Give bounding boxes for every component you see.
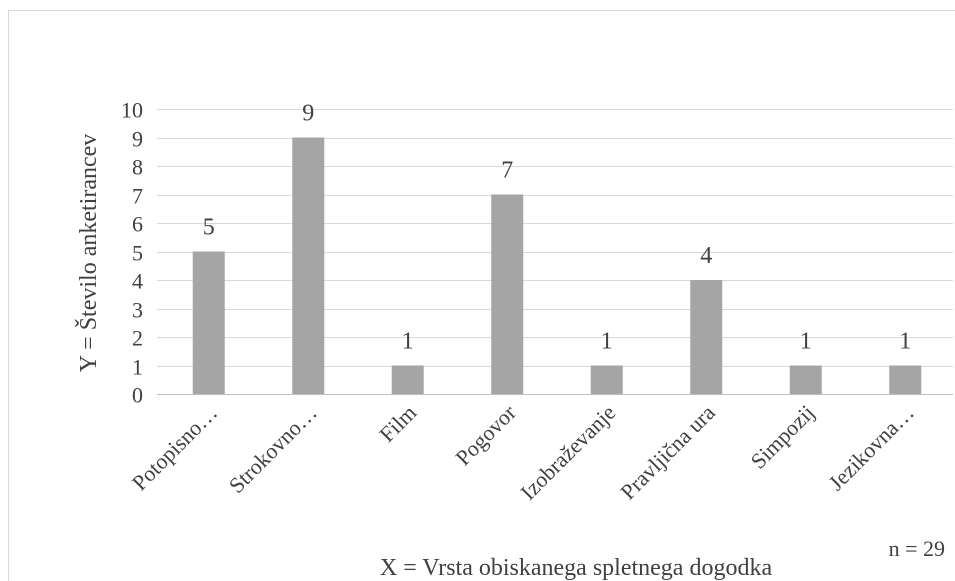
- gridlines: [157, 109, 953, 395]
- y-tick-label: 4: [132, 269, 143, 294]
- bar: [491, 194, 524, 394]
- bar: [889, 365, 922, 394]
- data-label: 7: [501, 158, 513, 184]
- data-label: 1: [402, 329, 414, 355]
- x-axis-title: X = Vrsta obiskanega spletnega dogodka: [380, 555, 773, 581]
- data-label: 5: [203, 215, 215, 241]
- bar: [789, 365, 822, 394]
- y-axis-title: Y = Število anketirancev: [75, 134, 102, 373]
- data-label: 4: [700, 243, 712, 269]
- bars: [192, 137, 922, 394]
- data-label: 1: [800, 329, 812, 355]
- bar: [690, 280, 723, 394]
- bar: [292, 137, 325, 394]
- y-tick-label: 5: [132, 241, 143, 266]
- bar: [590, 365, 623, 394]
- y-tick-label: 6: [132, 212, 143, 237]
- data-label: 9: [302, 101, 314, 127]
- data-label: 1: [899, 329, 911, 355]
- y-tick-label: 7: [132, 184, 143, 209]
- y-tick-label: 2: [132, 326, 143, 351]
- bar: [192, 251, 225, 394]
- y-tick-label: 8: [132, 155, 143, 180]
- bar: [391, 365, 424, 394]
- y-tick-label: 9: [132, 127, 143, 152]
- y-tick-label: 0: [132, 383, 143, 408]
- y-tick-label: 10: [121, 98, 143, 123]
- y-tick-labels: 0 1 2 3 4 5 6 7 8 9 10: [121, 98, 143, 408]
- y-tick-label: 1: [132, 355, 143, 380]
- y-tick-label: 3: [132, 298, 143, 323]
- data-labels: 5 9 1 7 1 4 1 1: [203, 101, 912, 355]
- sample-size-label: n = 29: [889, 536, 945, 561]
- data-label: 1: [601, 329, 613, 355]
